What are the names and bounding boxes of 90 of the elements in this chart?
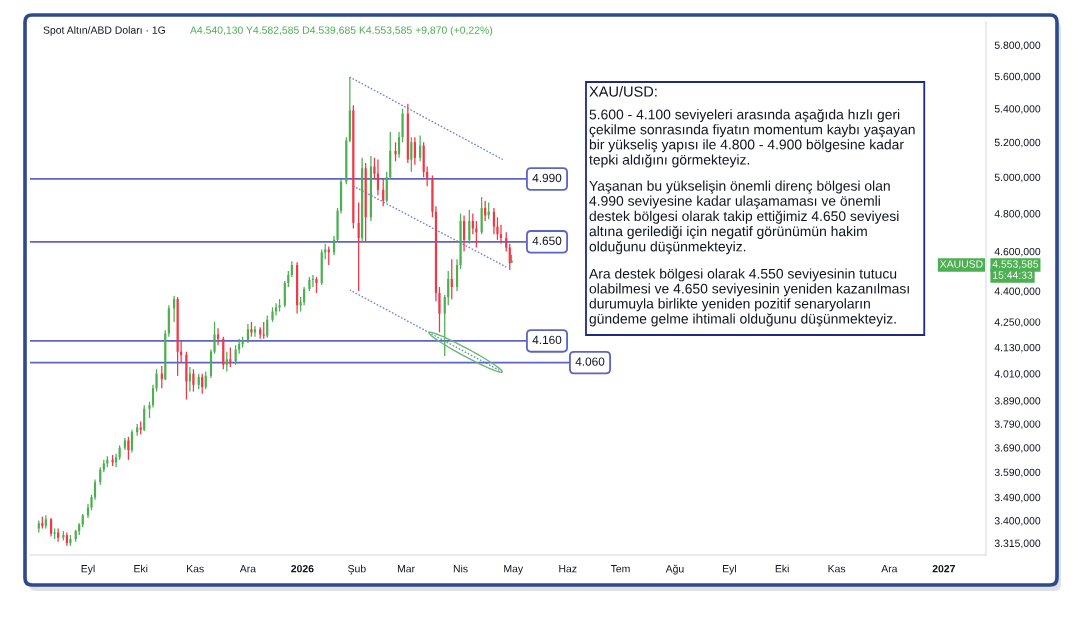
candlestick xyxy=(492,207,496,235)
x-tick-label: Eki xyxy=(134,564,148,573)
x-tick-label: Eki xyxy=(775,564,789,573)
candlestick xyxy=(413,136,416,166)
annotation: Ara destek bölgesi olarak 4.550 seviyesinin tutucu olabilmesi ve 4.650 seviyesinin yeniden kazanılması durumuyla birlikte yeniden pozitif senaryoların gündeme gelme ihtimali olduğunu düşünmekteyiz. xyxy=(589,268,909,327)
y-tick-label: 4.600,000 xyxy=(994,247,1041,257)
candlestick xyxy=(410,136,413,173)
x-tick-label: Eyl xyxy=(723,564,736,575)
candlestick xyxy=(69,534,72,547)
y-tick-label: 5.800,000 xyxy=(994,41,1041,51)
candlestick xyxy=(382,178,385,207)
y-tick-label: 3.790,000 xyxy=(994,420,1041,429)
y-tick-label: 5.200,000 xyxy=(994,138,1041,148)
candlestick xyxy=(315,276,318,294)
ref-line-label: 4.160 xyxy=(532,335,562,345)
y-tick-label: 3.315,000 xyxy=(994,539,1041,549)
y-tick-label: 3.400,000 xyxy=(994,517,1041,526)
candlestick xyxy=(468,209,471,245)
x-tick-label: Ağu xyxy=(665,564,684,575)
candlestick xyxy=(246,323,249,344)
candlestick xyxy=(271,306,274,323)
y-tick-label: 4.010,000 xyxy=(994,370,1041,379)
x-tick-label: Mar xyxy=(397,565,415,573)
candlestick xyxy=(376,158,380,196)
candlestick xyxy=(385,171,388,204)
annotation: 5.600 - 4.100 seviyeleri arasında aşağıda hızlı geri çekilme sonrasında fiyatın momentum kaybı yaşayan bir yükseliş yapısı ile 4.800 - 4.900 bölgesine kadar tepki aldığını görmekteyiz. xyxy=(589,109,915,168)
candlestick xyxy=(250,321,253,338)
candlestick xyxy=(266,314,269,339)
y-tick-label: 3.590,000 xyxy=(994,468,1041,478)
candlestick xyxy=(450,258,453,300)
candlestick xyxy=(185,351,188,401)
candlestick xyxy=(229,346,232,368)
x-tick-label: Ara xyxy=(881,565,898,573)
text: 15:44:33 xyxy=(993,271,1033,279)
candlestick xyxy=(443,294,446,357)
candlestick xyxy=(201,373,204,395)
candlestick xyxy=(53,527,56,540)
y-tick-label: 3.690,000 xyxy=(994,444,1041,453)
text: 4.553,585 xyxy=(992,260,1039,269)
candlestick xyxy=(462,214,466,253)
candlestick xyxy=(143,404,146,432)
x-tick-label: Şub xyxy=(348,564,366,575)
candlestick xyxy=(130,429,134,454)
annotation: Yaşanan bu yükselişin önemli direnç bölgesi olan 4.990 seviyesine kadar ulaşamaması ve önemli destek bölgesi olarak takip ettiğimiz 4.650 seviyesi altına gerilediği için negatif görünümün hakim olduğunu düşünmekteyiz. xyxy=(589,180,899,255)
x-tick-label: 2026 xyxy=(291,565,314,573)
candlestick xyxy=(115,453,118,468)
x-tick-label: Haz xyxy=(559,565,577,573)
y-tick-label: 5.600,000 xyxy=(994,72,1041,82)
x-tick-label: Nis xyxy=(453,564,468,573)
candlestick xyxy=(278,298,281,313)
x-tick-label: Ara xyxy=(239,565,257,573)
y-tick-label: 4.250,000 xyxy=(994,318,1041,327)
ref-line-label: 4.990 xyxy=(532,173,562,183)
ref-line-label: 4.060 xyxy=(575,357,605,366)
chart-subtitle: A4.540,130 Y4.582,585 D4.539,685 K4.553,585 +9,870 (+0,22%) xyxy=(190,26,493,36)
annotation: XAU/USD: xyxy=(589,86,657,97)
candlestick xyxy=(225,351,228,373)
candlestick xyxy=(57,527,60,543)
candlestick xyxy=(50,517,53,538)
x-tick-label: Kas xyxy=(187,565,204,573)
candlestick xyxy=(327,245,330,266)
x-tick-label: Kas xyxy=(828,565,846,573)
candlestick xyxy=(447,270,450,306)
candlestick xyxy=(426,165,429,187)
x-tick-label: Eyl xyxy=(81,564,95,575)
candlestick xyxy=(357,201,360,292)
candlestick xyxy=(505,231,508,253)
candlestick xyxy=(394,141,397,162)
y-tick-label: 5.400,000 xyxy=(994,105,1041,114)
ref-line-label: 4.650 xyxy=(532,236,562,245)
y-tick-label: 4.130,000 xyxy=(994,343,1041,353)
x-tick-label: Tem xyxy=(610,565,630,573)
candlestick xyxy=(127,436,130,461)
candlestick xyxy=(499,224,503,245)
y-tick-label: 5.000,000 xyxy=(994,173,1041,183)
y-tick-label: 4.400,000 xyxy=(994,287,1041,297)
candlestick xyxy=(308,276,311,292)
candlestick xyxy=(192,368,195,393)
chart-title: Spot Altın/ABD Doları · 1G xyxy=(43,26,165,36)
y-tick-label: 4.800,000 xyxy=(994,210,1041,219)
candlestick xyxy=(311,274,315,288)
candlestick xyxy=(173,295,176,323)
x-tick-label: May xyxy=(504,565,524,575)
x-tick-label: 2027 xyxy=(932,565,955,573)
y-tick-label: 3.490,000 xyxy=(994,493,1041,503)
y-tick-label: 3.890,000 xyxy=(994,397,1041,406)
candlestick xyxy=(303,286,306,306)
candlestick xyxy=(283,280,286,308)
candlestick xyxy=(419,134,422,162)
annotation: XAUUSD xyxy=(939,260,983,268)
